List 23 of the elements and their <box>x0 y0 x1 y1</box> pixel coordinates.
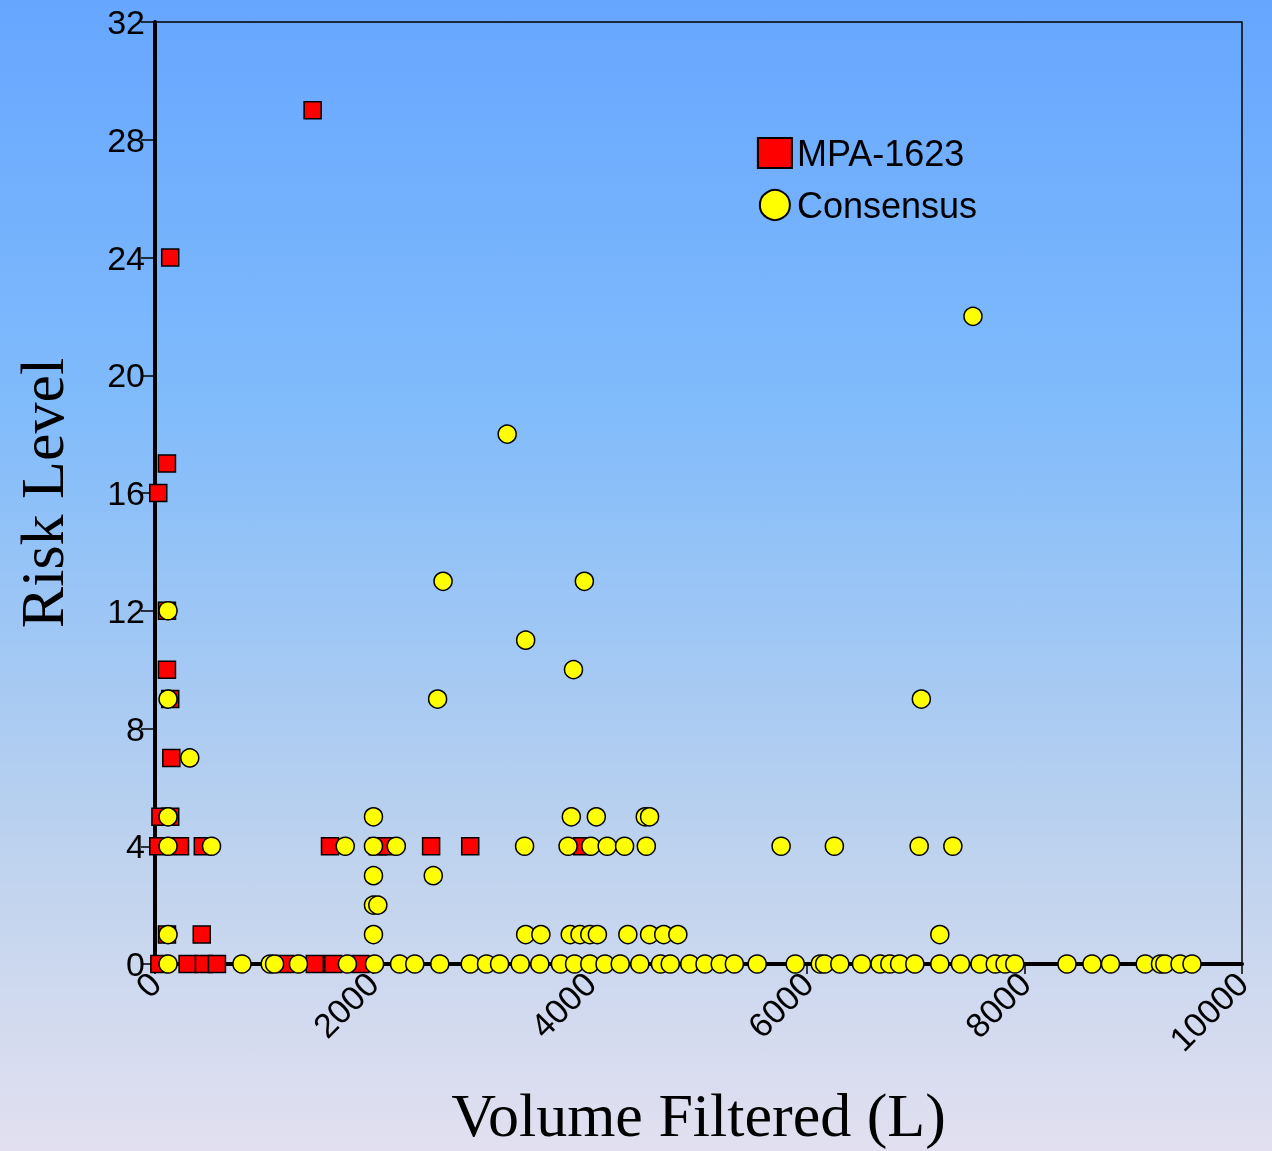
point <box>460 837 480 856</box>
y-tick-label: 24 <box>107 238 145 277</box>
y-tick-label: 8 <box>126 709 145 748</box>
point <box>421 837 441 856</box>
point <box>207 954 227 974</box>
point <box>157 454 177 473</box>
legend-label: Consensus <box>796 184 977 226</box>
point <box>178 954 197 974</box>
legend-label: MPA-1623 <box>796 132 965 174</box>
point <box>162 748 181 768</box>
point <box>157 660 177 679</box>
point <box>303 101 322 120</box>
point <box>149 483 168 503</box>
y-tick-label: 20 <box>107 356 145 395</box>
x-axis-title: Volume Filtered (L) <box>451 1081 946 1150</box>
y-tick-label: 12 <box>107 591 145 630</box>
point <box>160 248 180 267</box>
point <box>192 925 211 944</box>
y-tick-label: 28 <box>107 120 145 159</box>
y-tick-label: 32 <box>107 3 145 41</box>
y-axis-title: Risk Level <box>8 357 76 629</box>
y-tick-label: 16 <box>107 474 145 512</box>
y-tick-label: 4 <box>126 827 145 866</box>
